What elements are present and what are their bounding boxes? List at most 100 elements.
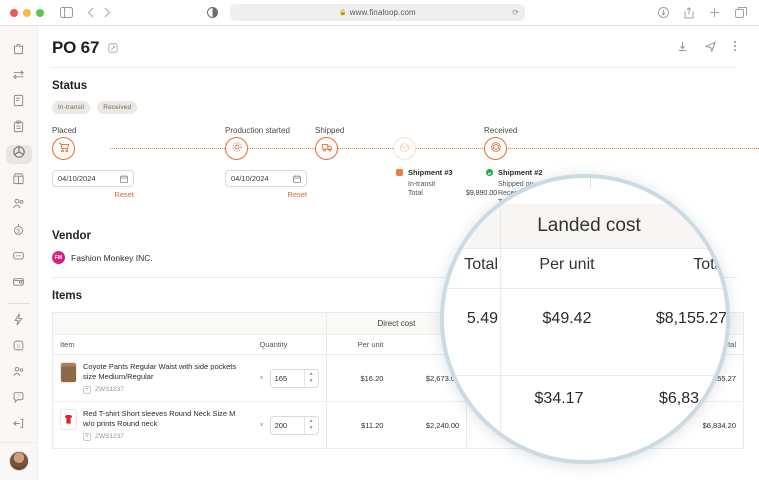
sidebar-toggle-icon[interactable] [60, 7, 73, 18]
integrations-icon: {} [12, 339, 25, 357]
sidebar-item-store[interactable] [6, 171, 32, 190]
sidebar-item-team[interactable] [6, 365, 32, 384]
shipment-total-value: $9,890.00 [466, 190, 498, 197]
more-vertical-icon[interactable] [733, 39, 737, 57]
shipment-name: Shipment #2 [498, 168, 543, 177]
tabs-overview-icon[interactable] [735, 7, 747, 19]
stepper-arrows[interactable]: ▲ ▼ [303, 369, 314, 387]
calendar-icon[interactable] [120, 174, 128, 183]
item-cell: Red T-shirt Short sleeves Round Neck Siz… [52, 401, 253, 449]
chevron-down-icon[interactable]: ▼ [308, 378, 314, 384]
vendor-section-title: Vendor [52, 230, 91, 242]
group-header-blank [52, 312, 253, 335]
timeline-node-shipped[interactable] [315, 137, 338, 160]
maximize-window-button[interactable] [36, 8, 44, 17]
sidebar-item-clipboard[interactable] [6, 119, 32, 138]
chevron-down-icon[interactable]: ▼ [308, 425, 314, 431]
page-actions[interactable] [677, 39, 737, 57]
sidebar-item-logout[interactable] [6, 416, 32, 435]
lens-row-divider [444, 288, 726, 289]
item-sku-row: + ZWS1237 [83, 433, 246, 442]
timeline-node-intransit[interactable] [393, 137, 416, 160]
placed-date-input[interactable]: 04/10/2024 [52, 170, 134, 187]
share-icon[interactable] [684, 6, 694, 19]
sidebar-item-finance[interactable]: $ [6, 223, 32, 242]
nav-buttons[interactable] [87, 7, 111, 18]
wallet-icon [12, 275, 25, 293]
sidebar-item-transfers[interactable] [6, 68, 32, 87]
chevron-up-icon[interactable]: ▲ [308, 417, 314, 424]
download-icon[interactable] [677, 39, 688, 57]
vendor-row[interactable]: FM Fashion Monkey INC. [52, 251, 759, 264]
sidebar-item-automations[interactable] [6, 313, 32, 332]
card-icon [12, 249, 25, 267]
timeline-node-production[interactable] [225, 137, 248, 160]
expand-plus-icon[interactable]: + [83, 432, 91, 441]
lens-row-divider [444, 248, 726, 249]
tshirt-thumb [60, 408, 77, 430]
lens-header-per-unit: Per unit [539, 256, 595, 273]
avatar[interactable] [8, 450, 29, 471]
svg-text:{}: {} [17, 343, 21, 348]
sidebar-item-help[interactable]: ? [6, 390, 32, 409]
pants-thumb [60, 361, 77, 383]
sidebar-item-people[interactable] [6, 197, 32, 216]
plus-icon[interactable] [709, 7, 720, 19]
sidebar-item-documents[interactable] [6, 94, 32, 113]
lens-header-total-right: Total [693, 256, 727, 273]
lens-value-total-row2: $6,83 [658, 390, 699, 407]
quantity-stepper[interactable]: 165 ▲ ▼ [269, 368, 319, 388]
expand-plus-icon[interactable]: + [83, 385, 91, 394]
sidebar-item-integrations[interactable]: {} [6, 339, 32, 358]
sidebar-item-bag[interactable] [6, 42, 32, 61]
calendar-icon[interactable] [293, 174, 301, 183]
production-date-input[interactable]: 04/10/2024 [225, 170, 307, 187]
logout-icon [12, 417, 25, 435]
magnifier-lens: Landed cost Total Per unit Total 5.49 $4… [440, 174, 730, 464]
svg-text:?: ? [17, 393, 20, 398]
lens-value-per-unit-row2: $34.17 [534, 390, 584, 407]
send-icon[interactable] [704, 39, 716, 57]
production-reset-button[interactable]: Reset [287, 190, 307, 199]
url-text: www.finaloop.com [349, 8, 416, 17]
contrast-icon[interactable] [207, 7, 218, 18]
sidebar-item-products[interactable] [5, 145, 32, 165]
cart-icon [58, 140, 70, 158]
address-bar[interactable]: 🔒 www.finaloop.com ⟳ [230, 4, 525, 21]
lens-value-total-left: 5.49 [466, 310, 498, 327]
sidebar-item-wallet[interactable] [6, 274, 32, 293]
direct-per-unit: $16.20 [325, 354, 391, 402]
minimize-window-button[interactable] [23, 8, 31, 17]
timeline-step-label: Placed [52, 126, 77, 135]
chevron-up-icon[interactable]: ▲ [308, 370, 314, 377]
timeline-node-placed[interactable] [52, 137, 75, 160]
status-section-title: Status [52, 80, 88, 92]
chevron-right-icon[interactable] [103, 7, 111, 18]
status-check-green-icon [486, 169, 493, 176]
quantity-cell: × 200 ▲ ▼ [252, 401, 327, 449]
chevron-left-icon[interactable] [87, 7, 95, 18]
clipboard-icon [12, 120, 25, 138]
timeline-step-label: Shipped [315, 126, 345, 135]
quantity-stepper[interactable]: 200 ▲ ▼ [269, 415, 319, 435]
landed-cost-group-header: Landed cost [444, 204, 726, 248]
stepper-arrows[interactable]: ▲ ▼ [303, 416, 314, 434]
edit-icon[interactable] [108, 43, 118, 53]
window-traffic-lights[interactable] [10, 8, 44, 17]
vendor-divider [52, 277, 737, 278]
sidebar-item-cards[interactable] [6, 249, 32, 268]
close-window-button[interactable] [10, 8, 18, 17]
avatar-container[interactable] [0, 441, 38, 480]
download-icon[interactable] [658, 7, 669, 19]
reload-icon[interactable]: ⟳ [512, 8, 519, 17]
times-symbol: × [259, 374, 264, 382]
shipment-card[interactable]: Shipment #3 In-transit Total $9,890.00 [396, 168, 497, 199]
toolbar-actions[interactable] [658, 6, 747, 19]
magnifier-content: Landed cost Total Per unit Total 5.49 $4… [444, 178, 727, 460]
timeline-node-received[interactable] [484, 137, 507, 160]
people-icon [12, 197, 25, 215]
placed-reset-button[interactable]: Reset [114, 190, 134, 199]
timeline-step-label: Received [484, 126, 518, 135]
store-icon [12, 172, 25, 190]
